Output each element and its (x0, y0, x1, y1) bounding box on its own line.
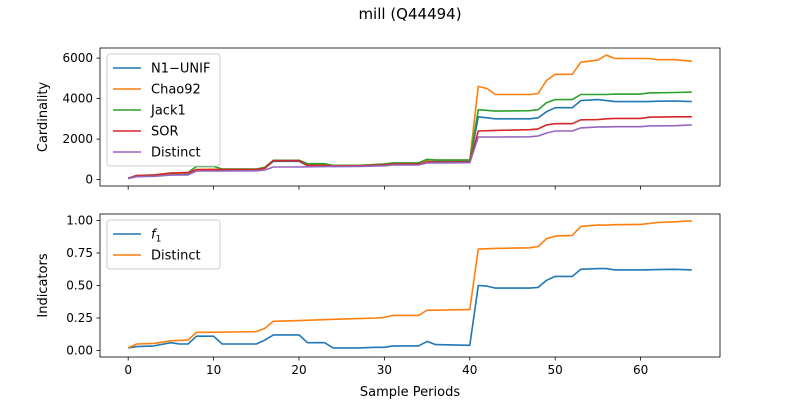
y-tick-label: 0 (85, 173, 93, 187)
y-tick-label: 6000 (62, 51, 93, 65)
y-tick-label: 0.25 (66, 311, 93, 325)
x-axis-label: Sample Periods (360, 385, 460, 400)
legend-label-main: f (151, 228, 158, 243)
y-tick-label: 0.50 (66, 279, 93, 293)
x-tick-label: 60 (633, 363, 648, 377)
x-tick-label: 50 (548, 363, 563, 377)
series-line-5 (128, 124, 692, 180)
legend-label: f1 (151, 228, 161, 245)
axes-frame (99, 213, 721, 358)
x-tick-label: 40 (462, 363, 477, 377)
legend: N1−UNIF Chao92 Jack1 SOR Distinct (106, 53, 221, 167)
legend-label: N1−UNIF (151, 62, 210, 77)
y-axis-label: Indicators (36, 253, 51, 317)
legend-label: SOR (151, 125, 179, 140)
y-tick-label: 0.75 (66, 246, 93, 260)
y-tick-label: 4000 (62, 92, 93, 106)
series-line-1 (128, 267, 692, 349)
legend: f1 Distinct (106, 219, 221, 270)
y-axis-label: Cardinality (36, 82, 51, 153)
legend-frame (106, 53, 221, 167)
legend-label-subscript: 1 (156, 235, 162, 245)
axes-frame (99, 47, 721, 187)
y-tick-label: 1.00 (66, 214, 93, 228)
panels: 0 2000 4000 6000 Cardinality N1−UNIF Chao92 Jac… (36, 47, 721, 400)
legend-frame (106, 219, 221, 270)
y-tick-label: 2000 (62, 132, 93, 146)
x-tick-label: 30 (377, 363, 392, 377)
figure-title: mill (Q44494) (358, 5, 461, 23)
series-line-2 (127, 220, 692, 349)
legend-label: Jack1 (150, 104, 186, 119)
x-tick-label: 20 (291, 363, 306, 377)
x-tick-label: 0 (124, 363, 132, 377)
panel-1: 0 2000 4000 6000 Cardinality N1−UNIF Chao92 Jac… (36, 47, 721, 190)
series-line-4 (127, 116, 692, 180)
panel-2: 0 10 20 30 40 50 60 0.00 0.25 0.50 0.75 1.00 Indicat… (36, 213, 721, 400)
x-tick-label: 10 (206, 363, 221, 377)
legend-label: Distinct (151, 249, 201, 264)
legend-label: Chao92 (151, 83, 201, 98)
y-tick-label: 0.00 (66, 344, 93, 358)
legend-label: Distinct (151, 146, 201, 161)
